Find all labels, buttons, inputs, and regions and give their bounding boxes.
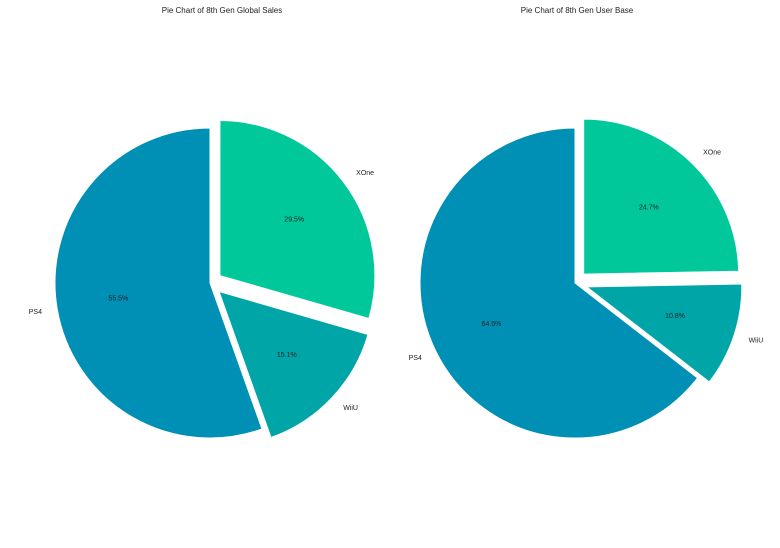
chart-title: Pie Chart of 8th Gen Global Sales	[162, 6, 283, 15]
pie-slice	[219, 120, 376, 320]
value-label: 24.7%	[639, 205, 659, 212]
value-label: 64.5%	[482, 321, 502, 328]
pie-slice	[583, 118, 740, 275]
value-label: 29.5%	[284, 216, 304, 223]
value-label: 15.1%	[277, 352, 297, 359]
pie-slice	[419, 127, 699, 439]
value-label: 10.8%	[665, 313, 685, 320]
pie-slice	[54, 127, 263, 439]
slice-label: PS4	[29, 309, 42, 316]
pie-slice	[585, 283, 743, 383]
pie-slice	[218, 290, 369, 439]
value-label: 55.5%	[108, 296, 128, 303]
chart-title: Pie Chart of 8th Gen User Base	[521, 6, 634, 15]
slice-label: XOne	[356, 170, 374, 177]
slice-label: PS4	[409, 355, 422, 362]
slice-label: WiiU	[749, 337, 764, 344]
slice-label: WiiU	[343, 405, 358, 412]
slice-label: XOne	[703, 149, 721, 156]
